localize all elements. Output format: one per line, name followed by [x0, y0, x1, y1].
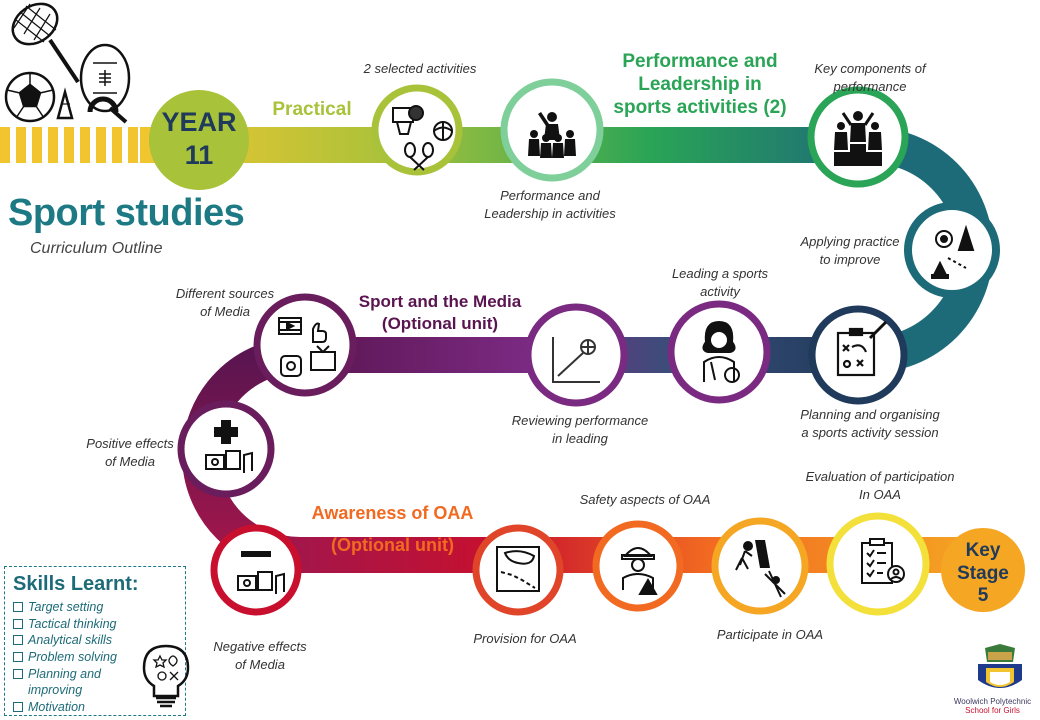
start-badge	[149, 90, 249, 190]
step-node-9	[177, 400, 275, 498]
step-node-4	[904, 202, 1000, 298]
checkbox-icon	[13, 668, 23, 679]
skill-item: Problem solving	[13, 649, 177, 666]
checkbox-icon	[13, 618, 23, 629]
step-node-12	[592, 520, 684, 612]
negative-media-icon	[237, 551, 285, 594]
step-node-3	[807, 86, 909, 188]
podium-icon	[834, 111, 882, 166]
performance-graph-icon	[552, 337, 600, 383]
tactics-board-icon	[836, 320, 888, 377]
sports-equipment-icon	[392, 105, 453, 171]
unit-practical: Practical	[272, 99, 352, 120]
unit-media: Sport and the Media (Optional unit)	[358, 292, 522, 334]
page-subtitle: Curriculum Outline	[30, 240, 163, 257]
step-label-2: Performance and Leadership in activities	[484, 188, 616, 221]
trail-map-icon	[496, 546, 540, 592]
step-node-5	[808, 305, 908, 405]
step-label-13: Participate in OAA	[716, 627, 824, 642]
skill-item: Target setting	[13, 599, 177, 616]
step-label-1: 2 selected activities	[363, 61, 477, 76]
coach-icon	[702, 320, 740, 383]
skill-item: Tactical thinking	[13, 616, 177, 633]
skill-item: Planning and improving	[13, 666, 113, 699]
skills-list: Target setting Tactical thinking Analyti…	[13, 599, 177, 715]
unit-performance: Performance and Leadership in sports act…	[613, 51, 787, 119]
drill-cones-icon	[931, 224, 975, 279]
step-node-11	[472, 524, 564, 616]
step-node-1	[371, 84, 463, 176]
step-label-3: Key components of performance	[814, 61, 926, 94]
school-name: Woolwich Polytechnic School for Girls	[953, 697, 1032, 715]
step-node-13	[711, 517, 809, 615]
checkbox-icon	[13, 701, 23, 712]
step-label-4: Applying practice to improve	[800, 234, 900, 267]
unit-oaa-subtitle: (Optional unit)	[331, 535, 454, 555]
end-badge-line2: Stage	[957, 563, 1009, 584]
skill-item: Analytical skills	[13, 632, 177, 649]
school-crest	[978, 644, 1022, 688]
checkbox-icon	[13, 635, 23, 646]
skills-panel: Skills Learnt: Target setting Tactical t…	[4, 566, 186, 716]
start-badge-line2: 11	[185, 140, 214, 170]
unit-oaa-title: Awareness of OAA	[311, 503, 474, 523]
climbing-kayak-icon	[735, 540, 786, 598]
brain-puzzle-icon	[142, 644, 190, 708]
step-label-7: Reviewing performance in leading	[511, 413, 649, 446]
safety-helmet-icon	[621, 547, 658, 595]
media-sources-icon	[278, 317, 336, 377]
evaluation-clipboard-icon	[861, 538, 905, 584]
leader-group-icon	[528, 112, 576, 158]
skills-title: Skills Learnt:	[13, 573, 139, 595]
end-badge	[941, 528, 1025, 612]
step-label-12: Safety aspects of OAA	[579, 492, 711, 507]
step-node-8	[253, 293, 357, 397]
end-badge-line1: Key	[966, 540, 1001, 561]
step-node-2	[500, 78, 604, 182]
step-node-10	[210, 524, 302, 616]
step-label-14: Evaluation of participation In OAA	[805, 469, 955, 502]
page-title: Sport studies	[8, 192, 245, 234]
stripe-band	[0, 127, 138, 163]
step-label-6: Leading a sports activity	[671, 266, 769, 299]
step-label-10: Negative effects of Media	[213, 639, 307, 672]
step-node-6	[667, 300, 771, 404]
step-label-5: Planning and organising a sports activit…	[800, 407, 940, 440]
sports-illustration	[4, 2, 131, 124]
step-label-8: Different sources of Media	[175, 286, 275, 319]
step-label-9: Positive effects of Media	[86, 436, 174, 469]
positive-media-icon	[205, 420, 253, 473]
step-label-11: Provision for OAA	[473, 631, 577, 646]
checkbox-icon	[13, 651, 23, 662]
step-node-14	[826, 512, 930, 616]
start-badge-line1: YEAR	[161, 107, 236, 137]
checkbox-icon	[13, 602, 23, 612]
end-badge-line3: 5	[978, 585, 989, 606]
step-node-7	[524, 303, 628, 407]
skill-item: Motivation	[13, 699, 177, 716]
